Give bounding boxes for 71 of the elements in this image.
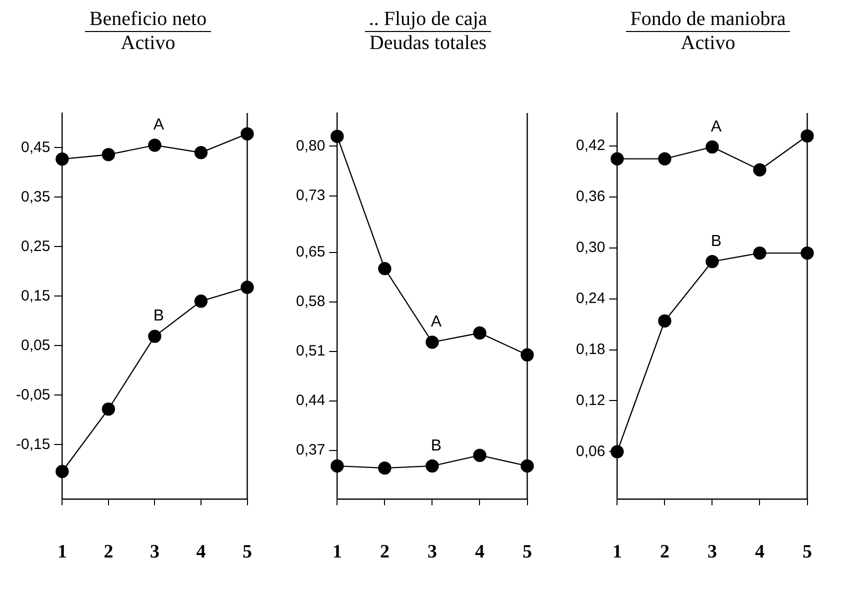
y-tick-label: 0,45 xyxy=(20,138,50,156)
chart-title: .. Flujo de caja xyxy=(364,8,492,32)
x-tick-label: 2 xyxy=(380,542,390,563)
x-tick-label: 1 xyxy=(332,542,342,563)
point xyxy=(378,461,392,475)
series-label: A xyxy=(430,314,442,331)
series-label: B xyxy=(710,232,722,250)
x-tick-label: 2 xyxy=(104,542,114,563)
x-tick-label: 5 xyxy=(802,542,812,563)
point xyxy=(330,130,344,143)
point xyxy=(56,464,69,478)
y-tick-label: 0,36 xyxy=(576,188,606,206)
y-tick-label: 0,15 xyxy=(20,287,50,304)
x-tick-label: 5 xyxy=(242,542,252,563)
y-tick-label: 0,35 xyxy=(20,188,50,206)
y-tick-label: -0,05 xyxy=(16,386,50,404)
series-label: B xyxy=(430,437,442,454)
point xyxy=(473,448,486,462)
point xyxy=(330,459,344,473)
y-tick-label: 0,06 xyxy=(576,442,606,460)
point xyxy=(194,294,208,308)
y-tick-label: 0,44 xyxy=(296,392,326,410)
point xyxy=(706,140,719,154)
point xyxy=(148,330,162,343)
x-tick-label: 3 xyxy=(707,542,717,563)
point xyxy=(610,152,624,166)
y-tick-label: 0,80 xyxy=(296,137,326,154)
x-tick-label: 3 xyxy=(427,542,437,563)
point xyxy=(194,146,208,160)
x-tick-label: 4 xyxy=(474,542,485,563)
x-tick-label: 2 xyxy=(660,542,670,563)
y-tick-label: 0,73 xyxy=(296,186,326,204)
point xyxy=(426,459,439,473)
point xyxy=(426,336,439,349)
y-tick-label: 0,24 xyxy=(576,290,606,308)
point xyxy=(378,262,392,276)
x-tick-label: 1 xyxy=(612,542,622,563)
point xyxy=(658,314,672,328)
chart-title: Beneficio neto xyxy=(85,8,211,32)
series-label: A xyxy=(153,116,164,134)
y-tick-label: 0,30 xyxy=(576,239,606,256)
point xyxy=(706,254,719,268)
y-tick-label: 0,12 xyxy=(576,392,606,409)
series-label: A xyxy=(710,118,722,136)
point xyxy=(473,326,486,340)
y-tick-label: 0,51 xyxy=(296,342,326,360)
x-tick-label: 3 xyxy=(150,542,160,563)
y-tick-label: 0,42 xyxy=(576,137,606,154)
y-tick-label: -0,15 xyxy=(16,436,50,453)
y-tick-label: 0,65 xyxy=(296,243,326,260)
series-label: B xyxy=(153,308,164,325)
y-tick-label: 0,37 xyxy=(296,442,326,459)
y-tick-label: 0,05 xyxy=(20,336,50,354)
x-tick-label: 5 xyxy=(522,542,532,563)
y-tick-label: 0,58 xyxy=(296,292,326,310)
point xyxy=(56,152,69,166)
x-tick-label: 1 xyxy=(57,542,67,563)
point xyxy=(753,246,766,260)
chart-subtitle: Activo xyxy=(680,32,736,55)
y-tick-label: 0,25 xyxy=(20,238,50,255)
point xyxy=(102,402,116,416)
x-tick-label: 4 xyxy=(196,542,206,563)
x-tick-label: 4 xyxy=(754,542,765,563)
y-tick-label: 0,18 xyxy=(576,340,606,358)
point xyxy=(148,138,162,152)
chart-subtitle: Activo xyxy=(120,32,176,55)
point xyxy=(102,148,116,162)
chart-title: Fondo de maniobra xyxy=(626,8,790,32)
point xyxy=(658,152,672,166)
point xyxy=(753,163,766,176)
chart-subtitle: Deudas totales xyxy=(368,32,488,55)
